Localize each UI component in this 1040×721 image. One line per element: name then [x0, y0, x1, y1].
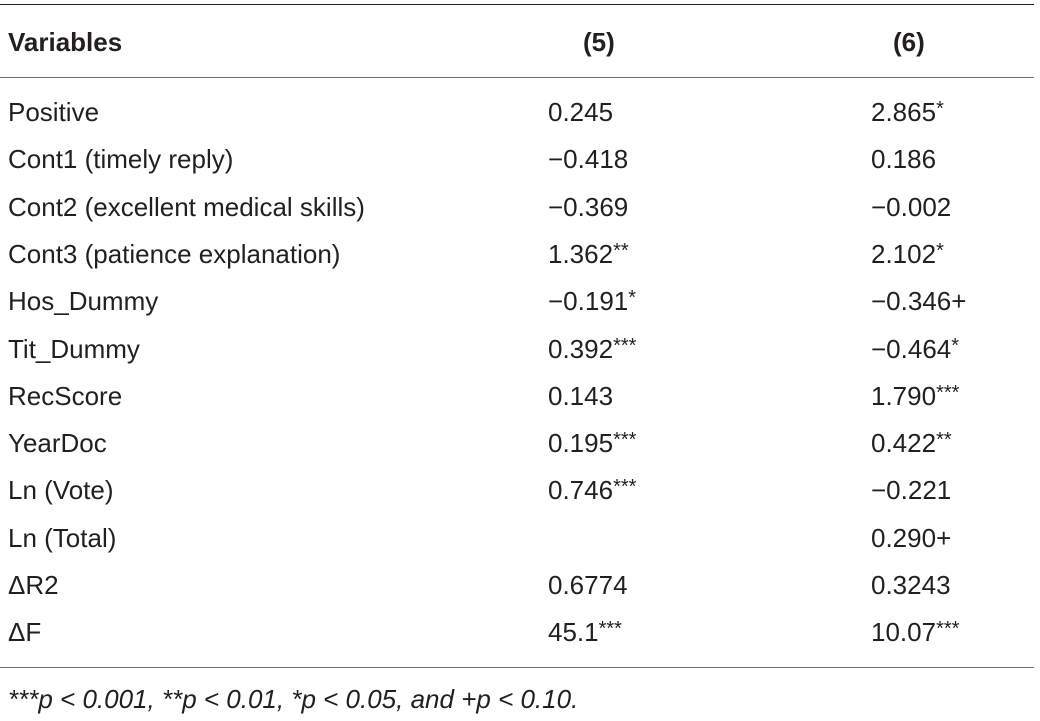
significance-stars: **: [936, 429, 952, 452]
row-variable: Tit_Dummy: [8, 333, 140, 364]
significance-stars: **: [613, 239, 629, 262]
footnote-text: ***p < 0.001, **p < 0.01, *p < 0.05, and…: [8, 684, 579, 714]
row-variable: Hos_Dummy: [8, 286, 159, 317]
header-variables: Variables: [8, 27, 123, 57]
significance-stars: ***: [936, 618, 960, 641]
table-top-rule: [0, 4, 1034, 5]
row-variable: Cont3 (patience explanation): [8, 238, 341, 269]
row-col5-value: 0.195***: [548, 421, 636, 468]
row-col5-value: 0.392***: [548, 327, 636, 374]
coefficient: 45.1: [548, 617, 599, 648]
significance-stars: *: [628, 287, 637, 310]
row-col5-value: −0.191*: [548, 279, 636, 326]
row-col5-value: 0.746***: [548, 468, 636, 515]
row-col5-value: 1.362**: [548, 232, 629, 279]
row-col6-value: 0.422**: [871, 421, 952, 468]
coefficient: 0.143: [548, 380, 614, 411]
table-row: Hos_Dummy −0.191* −0.346+: [0, 279, 1040, 323]
row-variable: Cont2 (excellent medical skills): [8, 191, 365, 222]
coefficient: 0.6774: [548, 570, 628, 600]
row-col6-value: −0.221: [871, 468, 951, 515]
table-row: Cont1 (timely reply) −0.418 0.186: [0, 137, 1040, 181]
table-row: YearDoc 0.195*** 0.422**: [0, 421, 1040, 465]
significance-stars: *: [936, 239, 944, 262]
coefficient: 2.102: [871, 238, 937, 269]
row-variable: ΔR2: [8, 570, 59, 600]
table-row: ΔR2 0.6774 0.3243: [0, 563, 1040, 607]
row-variable: Positive: [8, 97, 100, 127]
coefficient: −0.002: [871, 191, 952, 222]
row-variable: Ln (Total): [8, 522, 117, 553]
coefficient: 0.392: [548, 333, 614, 364]
table-row: Ln (Total) 0.290+: [0, 516, 1040, 560]
row-col6-value: 0.290+: [871, 516, 951, 563]
row-col5-value: −0.369: [548, 185, 628, 232]
header-col6: (6): [893, 27, 925, 57]
coefficient: 0.195: [548, 428, 614, 459]
table-header-row: Variables (5) (6): [0, 20, 1040, 64]
coefficient: 2.865: [871, 97, 937, 127]
row-variable: ΔF: [8, 617, 42, 648]
row-col5-value: 0.6774: [548, 563, 628, 610]
coefficient: −0.464: [871, 333, 952, 364]
coefficient: −0.346+: [871, 286, 967, 317]
coefficient: 1.362: [548, 238, 614, 269]
header-col5: (5): [583, 27, 615, 57]
significance-stars: ***: [613, 429, 637, 452]
coefficient: 0.245: [548, 97, 614, 127]
table-row: Cont2 (excellent medical skills) −0.369 −0…: [0, 185, 1040, 229]
row-col6-value: 2.865*: [871, 90, 944, 137]
row-variable: YearDoc: [8, 428, 107, 459]
significance-stars: *: [951, 334, 960, 357]
significance-stars: *: [936, 98, 944, 120]
row-col6-value: 1.790***: [871, 374, 959, 421]
table-row: ΔF 45.1*** 10.07***: [0, 610, 1040, 654]
coefficient: −0.221: [871, 475, 952, 506]
row-col5-value: 0.143: [548, 374, 613, 421]
significance-stars: ***: [936, 381, 960, 404]
row-col6-value: 10.07***: [871, 610, 959, 657]
row-variable: Cont1 (timely reply): [8, 144, 234, 175]
row-col5-value: 0.245: [548, 90, 613, 137]
row-col6-value: 0.186: [871, 137, 936, 184]
coefficient: 0.422: [871, 428, 937, 459]
coefficient: 0.186: [871, 144, 937, 175]
table-row: RecScore 0.143 1.790***: [0, 374, 1040, 418]
significance-stars: ***: [613, 334, 637, 357]
header-bottom-rule: [0, 77, 1034, 78]
table-row: Ln (Vote) 0.746*** −0.221: [0, 468, 1040, 512]
row-col6-value: −0.002: [871, 185, 951, 232]
row-col6-value: 2.102*: [871, 232, 944, 279]
coefficient: 0.290+: [871, 522, 952, 553]
significance-stars: ***: [613, 476, 637, 499]
table-footnote: ***p < 0.001, **p < 0.01, *p < 0.05, and…: [8, 677, 578, 721]
coefficient: 10.07: [871, 617, 937, 648]
coefficient: 0.3243: [871, 570, 951, 600]
row-variable: Ln (Vote): [8, 475, 114, 506]
row-col6-value: −0.346+: [871, 279, 966, 326]
coefficient: −0.369: [548, 191, 629, 222]
coefficient: 1.790: [871, 380, 937, 411]
table-bottom-rule: [0, 667, 1034, 668]
table-row: Tit_Dummy 0.392*** −0.464*: [0, 327, 1040, 371]
significance-stars: ***: [598, 618, 622, 641]
row-col6-value: −0.464*: [871, 327, 959, 374]
coefficient: 0.746: [548, 475, 614, 506]
row-col5-value: 45.1***: [548, 610, 622, 657]
row-col6-value: 0.3243: [871, 563, 951, 610]
row-col5-value: −0.418: [548, 137, 628, 184]
coefficient: −0.418: [548, 144, 629, 175]
table-row: Positive 0.245 2.865*: [0, 90, 1040, 134]
table-row: Cont3 (patience explanation) 1.362** 2.102…: [0, 232, 1040, 276]
row-variable: RecScore: [8, 380, 123, 411]
coefficient: −0.191: [548, 286, 629, 317]
